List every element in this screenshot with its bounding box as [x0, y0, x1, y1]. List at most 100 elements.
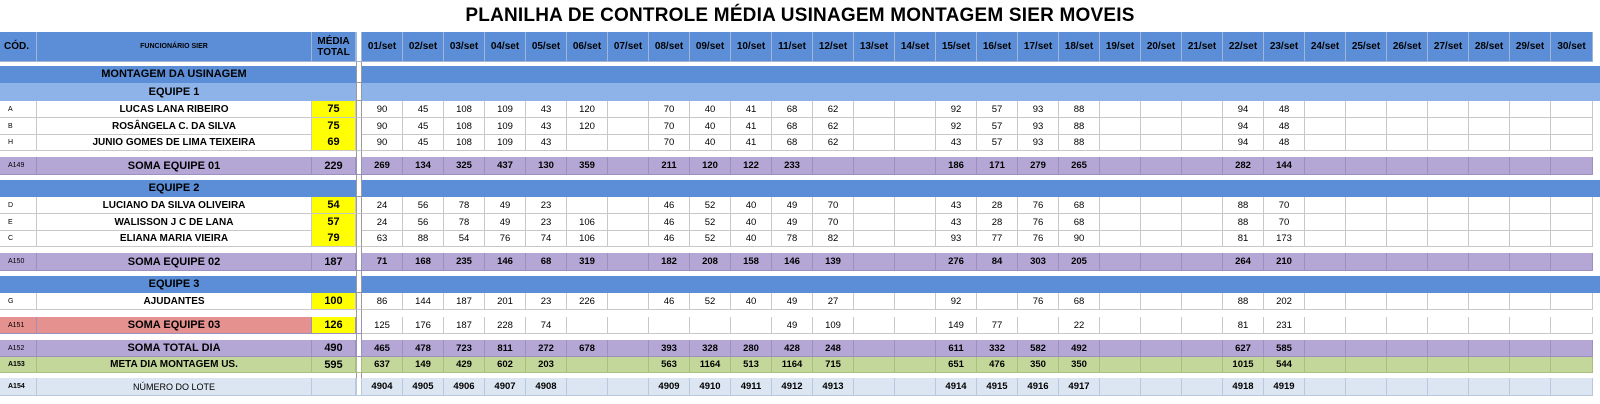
day-value-cell[interactable]: [1346, 157, 1387, 175]
day-value-cell[interactable]: 269: [362, 157, 403, 175]
day-value-cell[interactable]: 393: [649, 340, 690, 357]
day-value-cell[interactable]: [1100, 214, 1141, 231]
day-value-cell[interactable]: [1510, 118, 1551, 135]
day-value-cell[interactable]: [731, 317, 772, 334]
day-value-cell[interactable]: [1141, 214, 1182, 231]
day-value-cell[interactable]: [1387, 101, 1428, 118]
day-value-cell[interactable]: [1551, 197, 1593, 214]
day-value-cell[interactable]: 359: [567, 157, 608, 175]
day-value-cell[interactable]: 70: [1264, 214, 1305, 231]
header-day[interactable]: 29/set: [1510, 32, 1551, 62]
day-value-cell[interactable]: [1182, 378, 1223, 396]
day-value-cell[interactable]: [1141, 101, 1182, 118]
day-value-cell[interactable]: 88: [1059, 101, 1100, 118]
day-value-cell[interactable]: 63: [362, 230, 403, 247]
header-day[interactable]: 06/set: [567, 32, 608, 62]
day-value-cell[interactable]: 70: [649, 134, 690, 151]
day-value-cell[interactable]: 122: [731, 157, 772, 175]
day-value-cell[interactable]: [1469, 101, 1510, 118]
header-day[interactable]: 13/set: [854, 32, 895, 62]
day-value-cell[interactable]: [1346, 378, 1387, 396]
day-value-cell[interactable]: 4918: [1223, 378, 1264, 396]
day-value-cell[interactable]: [567, 317, 608, 334]
day-value-cell[interactable]: [1305, 317, 1346, 334]
day-value-cell[interactable]: 92: [936, 101, 977, 118]
day-value-cell[interactable]: [1428, 197, 1469, 214]
day-value-cell[interactable]: [1182, 214, 1223, 231]
code-cell[interactable]: D: [0, 197, 37, 214]
day-value-cell[interactable]: [1387, 357, 1428, 373]
day-value-cell[interactable]: 68: [1059, 293, 1100, 310]
day-value-cell[interactable]: 82: [813, 230, 854, 247]
day-value-cell[interactable]: [895, 357, 936, 373]
day-value-cell[interactable]: 149: [403, 357, 444, 373]
day-value-cell[interactable]: 144: [403, 293, 444, 310]
day-value-cell[interactable]: 585: [1264, 340, 1305, 357]
day-value-cell[interactable]: [1141, 197, 1182, 214]
day-value-cell[interactable]: [1387, 134, 1428, 151]
day-value-cell[interactable]: [608, 378, 649, 396]
day-value-cell[interactable]: [895, 340, 936, 357]
day-value-cell[interactable]: [1387, 317, 1428, 334]
header-day[interactable]: 03/set: [444, 32, 485, 62]
day-value-cell[interactable]: 93: [1018, 118, 1059, 135]
day-value-cell[interactable]: 49: [772, 293, 813, 310]
day-value-cell[interactable]: 272: [526, 340, 567, 357]
day-value-cell[interactable]: [1469, 340, 1510, 357]
day-value-cell[interactable]: 149: [936, 317, 977, 334]
day-value-cell[interactable]: 4907: [485, 378, 526, 396]
day-value-cell[interactable]: [1141, 293, 1182, 310]
code-cell[interactable]: A152: [0, 340, 37, 357]
day-value-cell[interactable]: [1018, 317, 1059, 334]
day-value-cell[interactable]: [1346, 101, 1387, 118]
day-value-cell[interactable]: 77: [977, 317, 1018, 334]
header-day[interactable]: 17/set: [1018, 32, 1059, 62]
day-value-cell[interactable]: [1510, 197, 1551, 214]
day-value-cell[interactable]: [1100, 293, 1141, 310]
header-day[interactable]: 30/set: [1551, 32, 1593, 62]
day-value-cell[interactable]: 24: [362, 197, 403, 214]
day-value-cell[interactable]: [1551, 101, 1593, 118]
day-value-cell[interactable]: 49: [772, 197, 813, 214]
day-value-cell[interactable]: 76: [1018, 214, 1059, 231]
day-value-cell[interactable]: 62: [813, 118, 854, 135]
name-cell[interactable]: LUCIANO DA SILVA OLIVEIRA: [37, 197, 312, 214]
header-day[interactable]: 27/set: [1428, 32, 1469, 62]
day-value-cell[interactable]: [567, 134, 608, 151]
day-value-cell[interactable]: [1469, 214, 1510, 231]
header-day[interactable]: 20/set: [1141, 32, 1182, 62]
day-value-cell[interactable]: 203: [526, 357, 567, 373]
day-value-cell[interactable]: [854, 317, 895, 334]
day-value-cell[interactable]: [1346, 317, 1387, 334]
day-value-cell[interactable]: 476: [977, 357, 1018, 373]
day-value-cell[interactable]: 182: [649, 253, 690, 271]
day-value-cell[interactable]: 90: [1059, 230, 1100, 247]
name-cell[interactable]: SOMA TOTAL DIA: [37, 340, 312, 357]
day-value-cell[interactable]: 43: [936, 214, 977, 231]
day-value-cell[interactable]: [1510, 378, 1551, 396]
header-day[interactable]: 19/set: [1100, 32, 1141, 62]
day-value-cell[interactable]: 70: [649, 101, 690, 118]
day-value-cell[interactable]: [1141, 253, 1182, 271]
day-value-cell[interactable]: 210: [1264, 253, 1305, 271]
day-value-cell[interactable]: [895, 293, 936, 310]
day-value-cell[interactable]: [567, 357, 608, 373]
day-value-cell[interactable]: [854, 157, 895, 175]
day-value-cell[interactable]: 40: [690, 134, 731, 151]
day-value-cell[interactable]: [1387, 340, 1428, 357]
day-value-cell[interactable]: [1510, 134, 1551, 151]
code-cell[interactable]: A149: [0, 157, 37, 175]
day-value-cell[interactable]: [895, 230, 936, 247]
header-day[interactable]: 18/set: [1059, 32, 1100, 62]
day-value-cell[interactable]: 106: [567, 214, 608, 231]
name-cell[interactable]: ELIANA MARIA VIEIRA: [37, 230, 312, 247]
day-value-cell[interactable]: 40: [731, 293, 772, 310]
day-value-cell[interactable]: [854, 134, 895, 151]
day-value-cell[interactable]: 108: [444, 118, 485, 135]
day-value-cell[interactable]: 76: [1018, 197, 1059, 214]
day-value-cell[interactable]: [1100, 157, 1141, 175]
day-value-cell[interactable]: [1387, 253, 1428, 271]
day-value-cell[interactable]: 88: [1223, 197, 1264, 214]
day-value-cell[interactable]: 76: [485, 230, 526, 247]
day-value-cell[interactable]: [1469, 157, 1510, 175]
